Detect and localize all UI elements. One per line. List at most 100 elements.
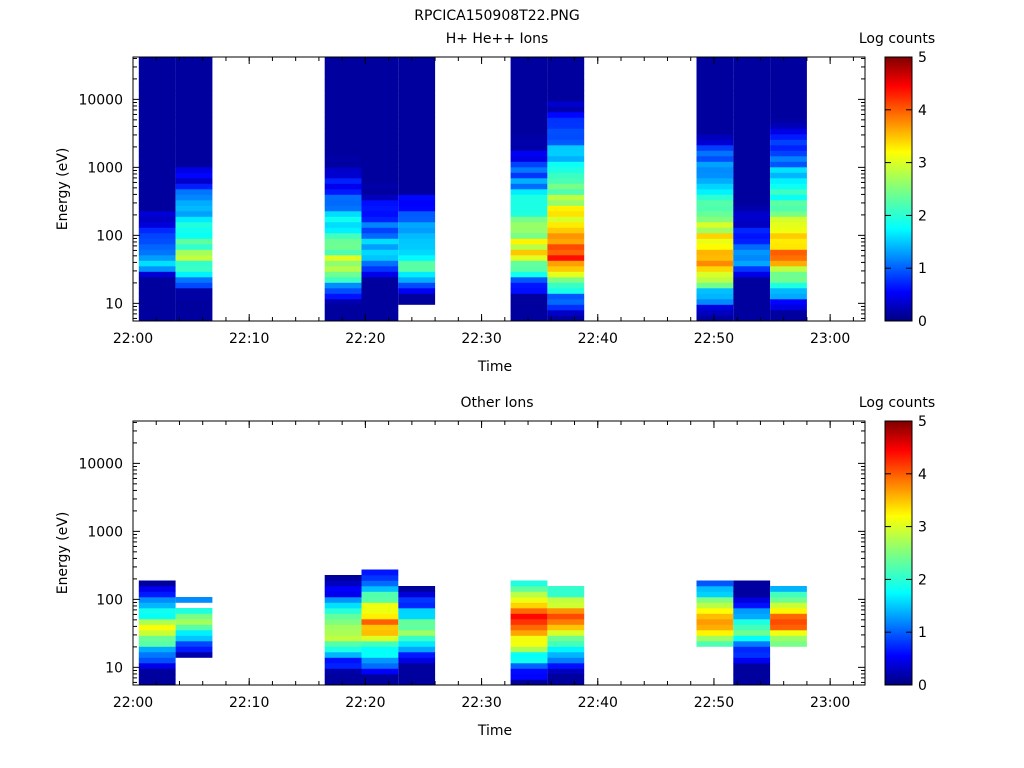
energy-bin: [175, 178, 213, 184]
energy-bin: [324, 260, 362, 267]
energy-bin: [547, 222, 585, 228]
energy-bin: [696, 635, 734, 642]
energy-bin: [733, 630, 771, 636]
energy-bin: [510, 288, 548, 294]
energy-bin: [770, 277, 807, 283]
panel-other-ions: Other Ions 22:00 22:10 22:20 22:30 22:40 22:5…: [55, 395, 935, 739]
energy-bin: [398, 95, 436, 102]
energy-bin: [733, 216, 771, 223]
energy-bin: [696, 161, 734, 168]
energy-bin: [324, 602, 362, 609]
energy-bin: [324, 106, 362, 113]
energy-bin: [361, 189, 399, 195]
energy-bin: [547, 266, 585, 272]
energy-bin: [510, 293, 548, 300]
energy-bin: [733, 211, 771, 217]
energy-bin: [547, 172, 585, 179]
energy-bin: [547, 128, 585, 135]
energy-bin: [398, 194, 436, 201]
energy-bin: [138, 189, 176, 195]
y-tick-label: 10000: [78, 92, 123, 108]
energy-bin: [324, 586, 362, 592]
energy-bin: [398, 101, 436, 107]
x-tick-label: 22:50: [694, 695, 734, 711]
colorbar-tick-label: 2: [918, 208, 927, 224]
panel-1-colorbar-ticks: 0 1 2 3 4 5: [885, 50, 927, 330]
energy-bin: [398, 150, 436, 157]
energy-bin: [547, 260, 585, 267]
energy-bin: [175, 293, 213, 300]
energy-bin: [733, 657, 771, 664]
energy-bin: [696, 68, 734, 74]
energy-bin: [696, 624, 734, 631]
colorbar-tick-label: 5: [918, 50, 927, 66]
energy-bin: [138, 641, 176, 647]
energy-bin: [510, 145, 548, 151]
energy-bin: [138, 580, 176, 587]
energy-bin: [138, 90, 176, 96]
energy-bin: [361, 641, 399, 647]
energy-bin: [175, 95, 213, 102]
energy-bin: [696, 641, 734, 647]
energy-bin: [510, 200, 548, 206]
energy-bin: [547, 674, 585, 680]
energy-bin: [398, 657, 436, 664]
energy-bin: [324, 288, 362, 294]
energy-bin: [398, 299, 436, 305]
energy-bin: [398, 586, 436, 592]
energy-bin: [138, 591, 176, 598]
energy-bin: [547, 315, 585, 322]
energy-bin: [175, 128, 213, 135]
energy-bin: [324, 161, 362, 168]
panel-h-he-ions: H+ He++ Ions 22:00 22:10 22:20 22:30 22:40 22…: [55, 31, 935, 375]
panel-2-colorbar-label: Log counts: [859, 395, 935, 411]
sweep-column: [770, 586, 807, 647]
energy-bin: [175, 183, 213, 190]
energy-bin: [770, 233, 807, 239]
y-tick-label: 1000: [87, 524, 123, 540]
panel-2-colorbar: [884, 420, 913, 686]
energy-bin: [547, 183, 585, 190]
energy-bin: [138, 657, 176, 664]
energy-bin: [696, 586, 734, 592]
panel-2-title: Other Ions: [460, 395, 533, 411]
energy-bin: [547, 310, 585, 316]
energy-bin: [696, 216, 734, 223]
energy-bin: [547, 205, 585, 212]
energy-bin: [547, 90, 585, 96]
x-tick-label: 22:40: [578, 695, 618, 711]
energy-bin: [324, 222, 362, 228]
energy-bin: [175, 613, 213, 620]
energy-bin: [770, 216, 807, 223]
energy-bin: [733, 608, 771, 614]
energy-bin: [733, 79, 771, 85]
energy-bin: [138, 227, 176, 234]
energy-bin: [361, 597, 399, 603]
energy-bin: [510, 227, 548, 234]
energy-bin: [510, 106, 548, 113]
energy-bin: [547, 79, 585, 85]
energy-bin: [510, 95, 548, 102]
energy-bin: [696, 233, 734, 239]
energy-bin: [733, 90, 771, 96]
energy-bin: [324, 211, 362, 217]
energy-bin: [696, 150, 734, 157]
energy-bin: [510, 249, 548, 256]
energy-bin: [175, 608, 213, 614]
energy-bin: [361, 211, 399, 217]
energy-bin: [175, 216, 213, 223]
energy-bin: [361, 591, 399, 598]
energy-bin: [361, 260, 399, 267]
energy-bin: [696, 249, 734, 256]
sweep-column: [547, 586, 585, 686]
energy-bin: [770, 260, 807, 267]
energy-bin: [733, 238, 771, 245]
energy-bin: [361, 117, 399, 124]
energy-bin: [398, 73, 436, 80]
energy-bin: [175, 299, 213, 305]
energy-bin: [324, 62, 362, 69]
energy-bin: [175, 79, 213, 85]
energy-bin: [696, 299, 734, 305]
colorbar-tick-label: 4: [918, 467, 927, 483]
energy-bin: [510, 211, 548, 217]
